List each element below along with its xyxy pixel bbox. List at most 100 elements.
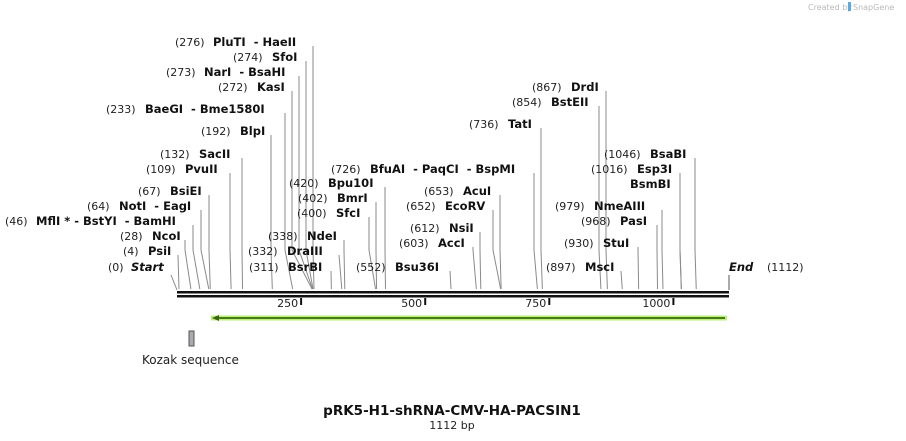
site-position: (132): [160, 148, 190, 161]
site-leader-line: [637, 247, 640, 290]
site-leader-line: [449, 270, 452, 290]
restriction-site[interactable]: (736) TatI: [469, 117, 532, 131]
restriction-site[interactable]: (28) NcoI: [120, 229, 181, 243]
restriction-site[interactable]: (854) BstEII: [512, 95, 589, 109]
site-position: (274): [233, 51, 263, 64]
site-enzyme-names: BmrI: [337, 191, 368, 205]
site-leader-line: [343, 240, 346, 290]
restriction-site[interactable]: (867) DrdI: [532, 80, 599, 94]
site-enzyme-names: NarI - BsaHI: [204, 65, 285, 79]
kozak-feature[interactable]: Kozak sequence: [142, 330, 239, 367]
credit-text: Created by: [808, 3, 852, 12]
site-enzyme-names: NotI - EagI: [119, 199, 191, 213]
restriction-site[interactable]: (192) BlpI: [201, 124, 265, 138]
site-position: (273): [166, 66, 196, 79]
restriction-site[interactable]: (67) BsiEI: [138, 184, 202, 198]
site-enzyme-names: StuI: [603, 236, 629, 250]
site-enzyme-names: NdeI: [307, 229, 337, 243]
restriction-site[interactable]: (4) PsiI: [123, 244, 171, 258]
restriction-site[interactable]: (1016) Esp3I: [591, 162, 672, 176]
site-labels: (276) PluTI - HaeII (274) SfoI (273) NarI - B…: [5, 35, 686, 274]
site-enzyme-names: BsrBI: [288, 260, 322, 274]
site-position: (272): [218, 81, 248, 94]
site-leader-line: [605, 91, 608, 290]
site-leader-line: [229, 173, 232, 290]
site-position: (233): [106, 103, 136, 116]
site-leader-line: [284, 113, 294, 290]
restriction-site[interactable]: (897) MscI: [546, 260, 614, 274]
plasmid-name: pRK5-H1-shRNA-CMV-HA-PACSIN1: [323, 403, 581, 419]
restriction-site[interactable]: (979) NmeAIII: [555, 199, 645, 213]
site-enzyme-names: PasI: [620, 214, 647, 228]
restriction-site[interactable]: (1046) BsaBI: [604, 147, 686, 161]
restriction-site[interactable]: (233) BaeGI - Bme1580I: [106, 102, 265, 116]
restriction-site[interactable]: (552) Bsu36I: [356, 260, 439, 274]
start-marker: (0) Start: [108, 260, 178, 291]
site-leader-line: [533, 173, 538, 290]
site-position: (311): [249, 261, 279, 274]
kozak-box: [188, 330, 195, 347]
restriction-site[interactable]: (968) PasI: [581, 214, 647, 228]
restriction-site[interactable]: (653) AcuI: [424, 184, 491, 198]
snapgene-credit[interactable]: Created by SnapGene: [808, 2, 894, 12]
site-position: (897): [546, 261, 576, 274]
site-enzyme-names: PvuII: [185, 162, 218, 176]
end-marker: End (1112): [728, 260, 804, 290]
site-position: (603): [399, 237, 429, 250]
site-enzyme-names: BfuAI - PaqCI - BspMI: [370, 162, 515, 176]
feature-arrow[interactable]: [211, 315, 727, 321]
site-position: (4): [123, 245, 139, 258]
start-leader: [170, 274, 178, 291]
site-position: (1046): [604, 148, 641, 161]
site-leader-line: [472, 247, 477, 290]
restriction-site[interactable]: (332) DraIII: [248, 244, 323, 258]
restriction-site[interactable]: (652) EcoRV: [406, 199, 485, 213]
site-enzyme-names: NsiI: [449, 221, 474, 235]
site-enzyme-names: PsiI: [148, 244, 171, 258]
kozak-label: Kozak sequence: [142, 353, 239, 367]
start-position: (0): [108, 261, 124, 274]
restriction-site[interactable]: (400) SfcI: [297, 206, 360, 220]
site-position: (653): [424, 185, 454, 198]
restriction-site[interactable]: (276) PluTI - HaeII: [175, 35, 296, 49]
restriction-site[interactable]: (726) BfuAI - PaqCI - BspMI: [331, 162, 515, 176]
restriction-site[interactable]: (273) NarI - BsaHI: [166, 65, 285, 79]
site-position: (968): [581, 215, 611, 228]
restriction-site[interactable]: (420) Bpu10I: [289, 176, 373, 190]
site-lines: [177, 46, 697, 290]
restriction-site[interactable]: (109) PvuII: [146, 162, 218, 176]
site-leader-line: [305, 61, 314, 290]
restriction-site[interactable]: (132) SacII: [160, 147, 230, 161]
restriction-site[interactable]: (272) KasI: [218, 80, 285, 94]
site-position: (867): [532, 81, 562, 94]
site-enzyme-names: BsiEI: [170, 184, 202, 198]
restriction-site[interactable]: (311) BsrBI: [249, 260, 322, 274]
tick-label: 250: [277, 297, 298, 310]
site-position: (979): [555, 200, 585, 213]
restriction-site[interactable]: (274) SfoI: [233, 50, 297, 64]
site-position: (736): [469, 118, 499, 131]
end-label: End: [729, 260, 754, 274]
site-position: (109): [146, 163, 176, 176]
site-leader-line: [184, 240, 192, 290]
site-leader-line: [656, 225, 659, 290]
plasmid-length: 1112 bp: [429, 419, 474, 432]
restriction-site[interactable]: (46) MflI * - BstYI - BamHI: [5, 214, 176, 228]
site-enzyme-names: AccI: [438, 236, 465, 250]
site-enzyme-names: BaeGI - Bme1580I: [145, 102, 265, 116]
restriction-site[interactable]: (930) StuI: [564, 236, 629, 250]
site-position: (726): [331, 163, 361, 176]
site-enzyme-names: SfoI: [272, 50, 297, 64]
start-label: Start: [131, 260, 164, 274]
restriction-site[interactable]: (402) BmrI: [298, 191, 368, 205]
backbone-top-strand: [177, 291, 729, 294]
restriction-site[interactable]: BsmBI: [630, 177, 671, 191]
site-enzyme-names: MscI: [585, 260, 614, 274]
restriction-site[interactable]: (64) NotI - EagI: [87, 199, 191, 213]
site-leader-line: [694, 158, 697, 290]
site-position: (332): [248, 245, 278, 258]
restriction-site[interactable]: (612) NsiI: [410, 221, 474, 235]
site-leader-line: [241, 158, 244, 290]
restriction-site[interactable]: (603) AccI: [399, 236, 465, 250]
restriction-site[interactable]: (338) NdeI: [268, 229, 337, 243]
